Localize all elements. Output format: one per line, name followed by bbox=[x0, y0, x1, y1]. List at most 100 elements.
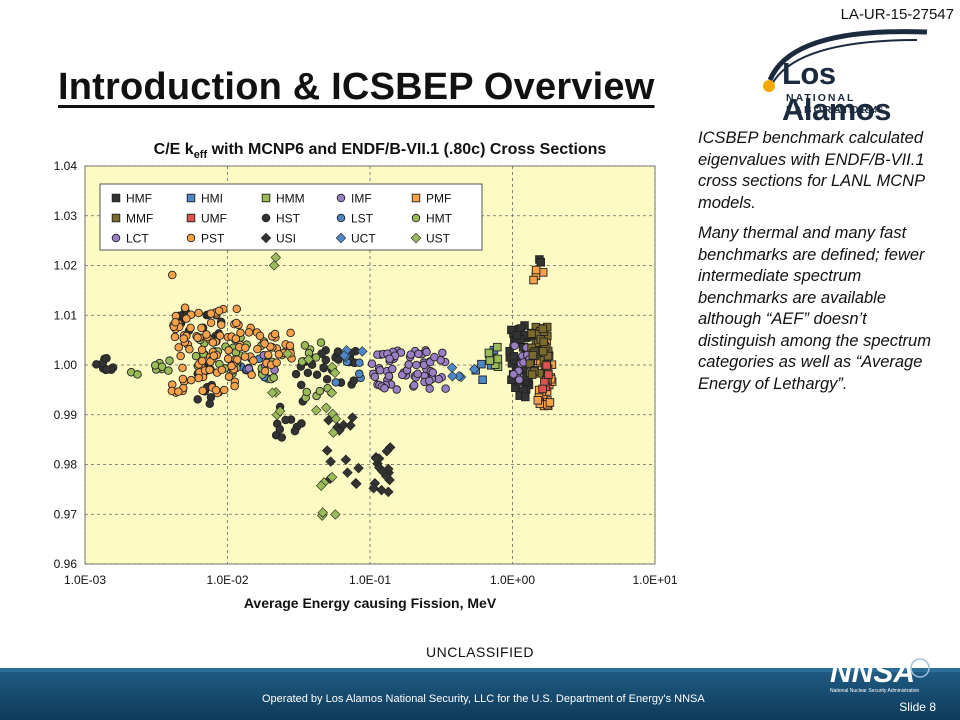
data-point-imf bbox=[380, 383, 389, 393]
legend-label-hst: HST bbox=[276, 212, 301, 226]
y-tick-label: 1.00 bbox=[54, 358, 78, 372]
data-point-uct bbox=[469, 363, 480, 375]
data-point-pst bbox=[168, 270, 177, 280]
data-point-mmf bbox=[528, 351, 538, 360]
data-point-pst bbox=[197, 356, 207, 366]
data-point-ust bbox=[320, 402, 332, 414]
data-point-lst bbox=[355, 369, 364, 379]
data-point-pst bbox=[232, 304, 242, 314]
data-point-pmf bbox=[531, 265, 541, 275]
data-point-mmf bbox=[538, 347, 548, 356]
data-point-pst bbox=[198, 386, 207, 395]
x-tick-label: 1.0E-01 bbox=[349, 573, 391, 587]
data-point-uct bbox=[447, 370, 458, 382]
data-point-imf bbox=[441, 384, 450, 393]
data-point-pst bbox=[233, 355, 242, 365]
data-point-hmf bbox=[521, 392, 530, 402]
data-point-imf bbox=[385, 354, 394, 364]
data-point-pst bbox=[178, 374, 188, 384]
chart-title: C/E keff with MCNP6 and ENDF/B-VII.1 (.8… bbox=[154, 141, 607, 161]
data-point-imf bbox=[375, 365, 385, 375]
data-point-mmf bbox=[538, 324, 548, 334]
data-point-hmt bbox=[300, 341, 310, 350]
data-point-hmi bbox=[477, 359, 486, 369]
data-point-ust bbox=[328, 427, 339, 438]
data-point-hmf bbox=[509, 352, 519, 361]
data-point-hst bbox=[333, 347, 343, 356]
data-point-imf bbox=[422, 347, 431, 357]
description-text: ICSBEP benchmark calculated eigenvalues … bbox=[698, 128, 938, 404]
legend-marker-hmf bbox=[111, 193, 121, 203]
data-point-ust bbox=[330, 413, 342, 425]
data-point-pst bbox=[217, 320, 226, 330]
paragraph-2: Many thermal and many fast benchmarks ar… bbox=[698, 224, 931, 393]
legend-label-hmf: HMF bbox=[126, 192, 152, 206]
logo-name: Los Alamos bbox=[782, 56, 891, 127]
data-point-lst bbox=[331, 378, 341, 387]
data-point-pst bbox=[170, 332, 180, 342]
data-point-hst bbox=[349, 376, 358, 385]
data-point-hst bbox=[322, 374, 332, 384]
data-point-imf bbox=[412, 360, 421, 370]
y-tick-label: 0.97 bbox=[54, 507, 78, 521]
data-point-hst bbox=[321, 355, 331, 365]
data-point-usi bbox=[376, 484, 387, 496]
data-point-ust bbox=[317, 507, 328, 518]
data-point-pst bbox=[272, 358, 281, 367]
data-point-ust bbox=[311, 405, 322, 416]
legend-marker-imf bbox=[336, 193, 346, 203]
logo-est: EST. 1943 bbox=[834, 106, 885, 115]
data-point-imf bbox=[425, 376, 434, 386]
data-point-hst bbox=[277, 433, 287, 442]
data-point-pst bbox=[179, 334, 189, 343]
data-point-imf bbox=[409, 381, 419, 390]
data-point-pst bbox=[255, 331, 265, 341]
data-point-pmf bbox=[533, 396, 543, 405]
classification-label: UNCLASSIFIED bbox=[426, 644, 534, 660]
data-point-pst bbox=[178, 363, 187, 373]
data-point-hmt bbox=[151, 361, 160, 370]
atom-arc-icon bbox=[763, 29, 928, 92]
data-point-pst bbox=[215, 331, 225, 340]
data-point-usi bbox=[381, 445, 393, 457]
data-point-hst bbox=[205, 399, 215, 409]
data-point-hmt bbox=[157, 362, 167, 371]
data-point-hst bbox=[312, 370, 322, 380]
data-point-mmf bbox=[539, 337, 548, 347]
data-point-pst bbox=[244, 328, 254, 337]
legend-marker-lct bbox=[111, 233, 121, 243]
data-point-imf bbox=[404, 360, 413, 369]
data-point-pst bbox=[220, 385, 229, 395]
data-point-imf bbox=[384, 371, 394, 381]
data-point-ust bbox=[274, 405, 286, 417]
legend-label-hmm: HMM bbox=[276, 192, 305, 206]
legend-marker-pmf bbox=[411, 193, 421, 203]
y-tick-label: 1.02 bbox=[54, 259, 78, 273]
footer-divider bbox=[0, 668, 960, 672]
data-point-hmt bbox=[269, 373, 278, 382]
data-point-usi bbox=[342, 467, 353, 478]
data-point-hmm bbox=[485, 356, 495, 365]
data-point-umf bbox=[544, 370, 553, 379]
legend-marker-pst bbox=[186, 233, 196, 243]
data-point-usi bbox=[353, 462, 364, 474]
data-point-imf bbox=[392, 385, 401, 394]
data-point-hst bbox=[290, 426, 300, 436]
data-point-pst bbox=[205, 365, 214, 375]
data-point-pst bbox=[193, 333, 202, 342]
legend-marker-hst bbox=[261, 213, 271, 223]
data-point-usi bbox=[325, 456, 336, 467]
data-point-ust bbox=[326, 387, 338, 399]
data-point-imf bbox=[367, 359, 377, 369]
data-point-pst bbox=[249, 356, 258, 365]
data-point-pst bbox=[206, 309, 216, 318]
legend-label-ust: UST bbox=[426, 232, 451, 246]
data-point-usi bbox=[370, 453, 382, 464]
data-point-pst bbox=[224, 346, 233, 355]
legend-marker-hmm bbox=[261, 193, 271, 203]
data-point-imf bbox=[388, 364, 397, 374]
logo-sub: NATIONAL LABORATORY bbox=[786, 92, 879, 116]
data-point-pst bbox=[230, 381, 239, 391]
data-point-pst bbox=[247, 370, 256, 380]
data-point-hmt bbox=[165, 356, 174, 365]
